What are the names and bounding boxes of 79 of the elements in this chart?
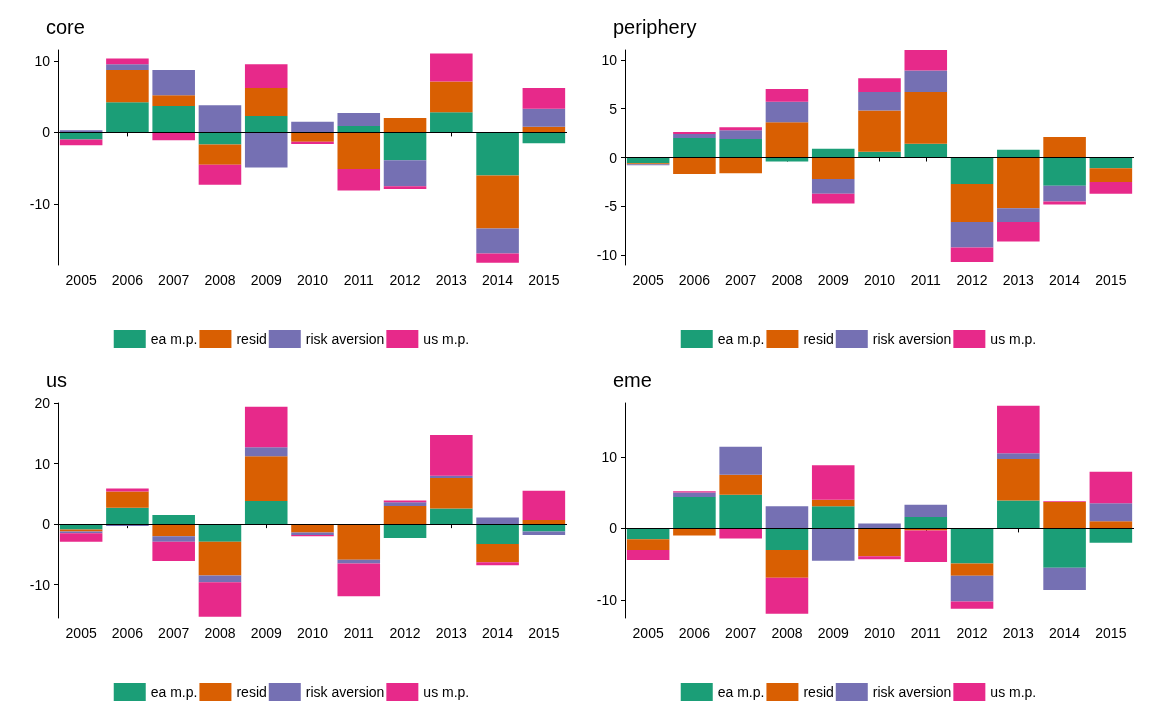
x-tick-label: 2009 xyxy=(250,272,283,288)
y-tick-label: 0 xyxy=(42,124,51,141)
x-tick-label: 2007 xyxy=(158,625,190,641)
legend-label: resid xyxy=(803,684,834,700)
legend-label: risk aversion xyxy=(305,331,385,347)
legend-label: risk aversion xyxy=(872,331,952,347)
y-tick-label: -5 xyxy=(604,198,618,215)
x-tick-label: 2005 xyxy=(632,625,664,641)
chart-title: eme xyxy=(613,369,652,391)
y-tick-label: -10 xyxy=(596,247,618,264)
legend-label: us m.p. xyxy=(423,331,470,347)
x-tick-label: 2011 xyxy=(910,625,942,641)
y-tick-label: -10 xyxy=(29,576,51,593)
x-tick-label: 2013 xyxy=(1002,272,1035,288)
x-tick-label: 2009 xyxy=(817,272,850,288)
legend-label: ea m.p. xyxy=(150,684,198,700)
x-tick-label: 2010 xyxy=(296,625,329,641)
legend-label: ea m.p. xyxy=(717,684,765,700)
y-tick-label: 0 xyxy=(609,520,618,537)
x-tick-label: 2011 xyxy=(343,272,375,288)
y-tick-label: 0 xyxy=(42,516,51,533)
x-tick-label: 2008 xyxy=(771,625,803,641)
legend-label: us m.p. xyxy=(990,684,1037,700)
chart-title: core xyxy=(46,16,85,38)
x-tick-label: 2006 xyxy=(111,272,144,288)
x-tick-label: 2014 xyxy=(1049,625,1081,641)
x-tick-label: 2008 xyxy=(771,272,803,288)
x-tick-label: 2010 xyxy=(863,625,896,641)
x-tick-label: 2015 xyxy=(1095,625,1127,641)
x-tick-label: 2015 xyxy=(528,625,560,641)
x-tick-label: 2005 xyxy=(65,272,97,288)
legend-label: risk aversion xyxy=(872,684,952,700)
legend-label: ea m.p. xyxy=(150,331,198,347)
x-tick-label: 2014 xyxy=(1049,272,1081,288)
legend-label: ea m.p. xyxy=(717,331,765,347)
x-tick-label: 2012 xyxy=(389,625,421,641)
legend-label: us m.p. xyxy=(423,684,470,700)
legend-label: resid xyxy=(803,331,834,347)
x-tick-label: 2012 xyxy=(389,272,421,288)
x-tick-label: 2006 xyxy=(678,272,711,288)
x-tick-label: 2009 xyxy=(817,625,850,641)
x-tick-label: 2011 xyxy=(343,625,375,641)
legend-label: us m.p. xyxy=(990,331,1037,347)
x-tick-label: 2008 xyxy=(204,272,236,288)
x-tick-label: 2007 xyxy=(158,272,190,288)
x-tick-label: 2013 xyxy=(435,272,468,288)
y-tick-label: -10 xyxy=(29,196,51,213)
x-tick-label: 2013 xyxy=(1002,625,1035,641)
x-tick-label: 2015 xyxy=(1095,272,1127,288)
y-tick-label: 5 xyxy=(609,100,618,117)
y-tick-label: 10 xyxy=(34,52,51,69)
x-tick-label: 2010 xyxy=(296,272,329,288)
x-tick-label: 2012 xyxy=(956,272,988,288)
x-tick-label: 2006 xyxy=(111,625,144,641)
x-tick-label: 2012 xyxy=(956,625,988,641)
x-tick-label: 2008 xyxy=(204,625,236,641)
y-tick-label: 10 xyxy=(34,455,51,472)
chart-title: periphery xyxy=(613,16,697,38)
legend-label: resid xyxy=(236,331,267,347)
y-tick-label: 0 xyxy=(609,149,618,166)
y-tick-label: 10 xyxy=(601,448,618,465)
y-tick-label: 20 xyxy=(34,395,51,411)
x-tick-label: 2014 xyxy=(482,625,514,641)
x-tick-label: 2011 xyxy=(910,272,942,288)
legend-label: risk aversion xyxy=(305,684,385,700)
x-tick-label: 2007 xyxy=(725,272,757,288)
x-tick-label: 2006 xyxy=(678,625,711,641)
x-tick-label: 2007 xyxy=(725,625,757,641)
x-tick-label: 2013 xyxy=(435,625,468,641)
x-tick-label: 2005 xyxy=(65,625,97,641)
x-tick-label: 2014 xyxy=(482,272,514,288)
y-tick-label: 10 xyxy=(601,51,618,68)
y-tick-label: -10 xyxy=(596,592,618,609)
chart-title: us xyxy=(46,369,68,391)
x-tick-label: 2010 xyxy=(863,272,896,288)
x-tick-label: 2005 xyxy=(632,272,664,288)
legend-label: resid xyxy=(236,684,267,700)
x-tick-label: 2015 xyxy=(528,272,560,288)
x-tick-label: 2009 xyxy=(250,625,283,641)
